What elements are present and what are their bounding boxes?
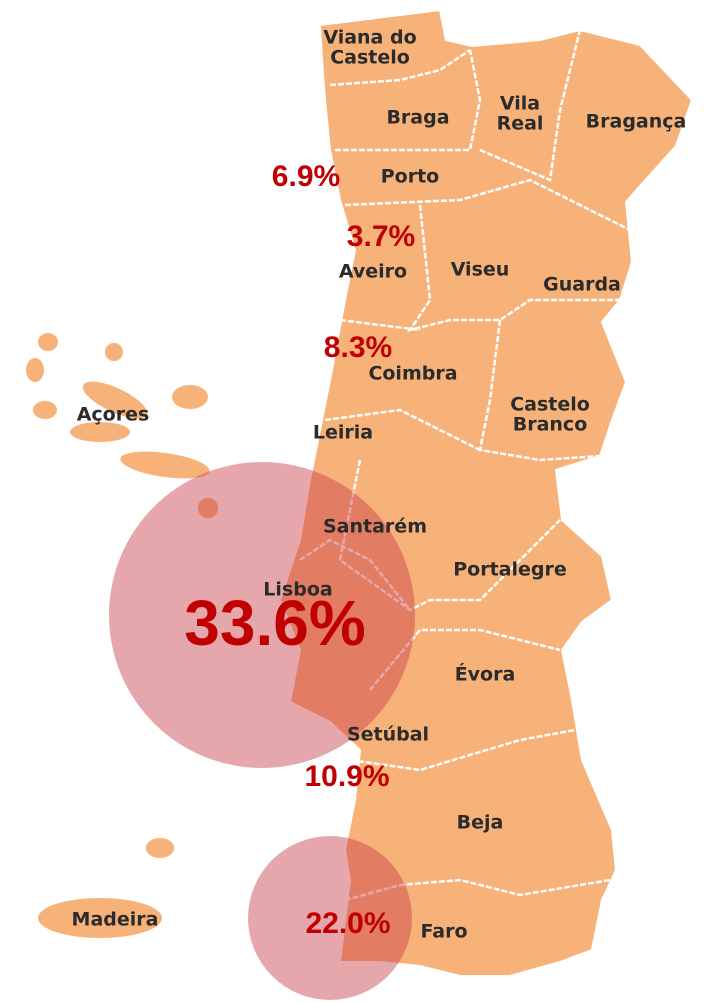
district-label: Viseu — [451, 259, 510, 281]
madeira — [38, 838, 174, 938]
district-label: Porto — [381, 166, 439, 188]
district-label: Bragança — [586, 111, 687, 133]
district-label: Aveiro — [339, 261, 407, 283]
share-label: 6.9% — [272, 160, 340, 193]
district-label: Portalegre — [453, 559, 567, 581]
island — [26, 358, 44, 382]
border — [344, 178, 631, 232]
share-label: 3.7% — [347, 220, 415, 253]
district-label: Leiria — [313, 422, 373, 444]
district-label: Braga — [386, 107, 449, 129]
district-label: Vila — [500, 93, 540, 115]
island — [33, 401, 57, 419]
island — [38, 333, 58, 351]
border — [329, 48, 471, 87]
district-label: Açores — [77, 404, 150, 426]
share-label: 22.0% — [305, 907, 390, 940]
island — [120, 451, 210, 479]
share-label: 33.6% — [184, 587, 365, 659]
border — [338, 459, 561, 612]
acores — [26, 333, 218, 518]
border — [335, 49, 482, 152]
share-bubble — [109, 462, 415, 768]
land — [278, 8, 694, 977]
share-bubble — [248, 836, 412, 1000]
island — [38, 898, 162, 938]
district-label: Faro — [420, 921, 467, 943]
border — [407, 204, 620, 332]
border — [369, 628, 561, 691]
border — [479, 29, 582, 182]
share-label: 10.9% — [304, 760, 389, 793]
border — [349, 728, 576, 772]
district-label: Setúbal — [347, 724, 429, 746]
border — [299, 538, 411, 611]
island — [105, 343, 123, 361]
district-label: Branco — [513, 414, 588, 436]
island — [172, 385, 208, 409]
district-label: Santarém — [323, 516, 427, 538]
island — [146, 838, 174, 858]
district-label: Real — [497, 113, 544, 135]
border — [324, 408, 481, 452]
district-label: Évora — [455, 663, 516, 686]
district-label: Viana do — [323, 27, 416, 49]
district-label: Castelo — [330, 47, 410, 69]
district-label: Coimbra — [368, 363, 457, 385]
border — [344, 878, 611, 902]
district-label: Castelo — [510, 394, 590, 416]
district-label: Guarda — [543, 274, 621, 296]
district-label: Madeira — [72, 909, 159, 931]
island — [82, 381, 148, 419]
district-label: Lisboa — [263, 579, 332, 601]
border — [339, 318, 421, 332]
share-label: 8.3% — [324, 331, 392, 364]
island — [70, 422, 130, 442]
district-label: Beja — [457, 812, 504, 834]
island — [198, 498, 218, 518]
mainland — [278, 8, 694, 977]
